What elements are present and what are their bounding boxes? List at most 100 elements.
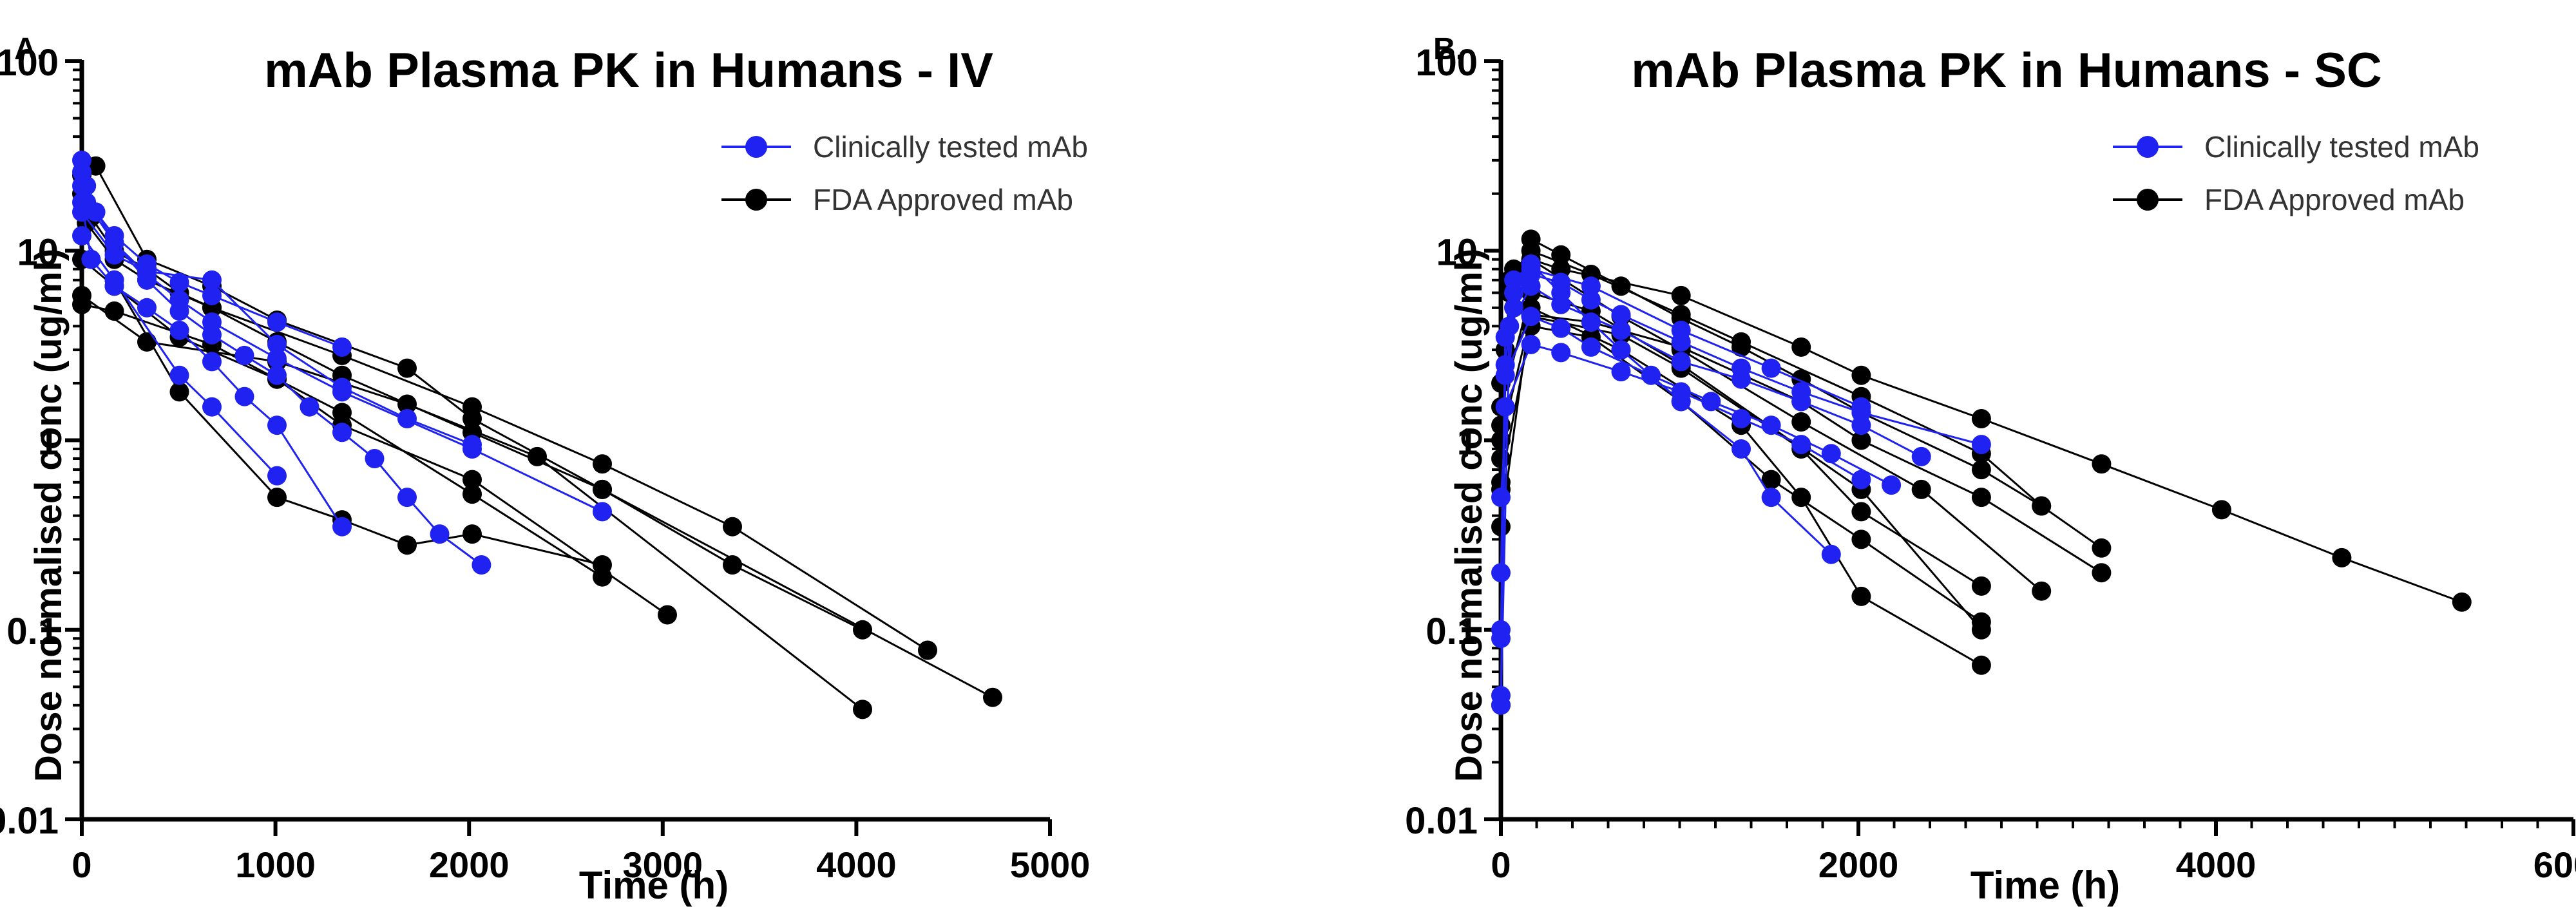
panel-b-y-axis-label: Dose normalised conc (ug/ml): [1448, 249, 1490, 782]
panel-a-data-point: [169, 382, 189, 402]
panel-a-data-point: [169, 272, 189, 292]
panel-a-data-point: [463, 524, 482, 544]
panel-a-legend: Clinically tested mAb FDA Approved mAb: [721, 130, 1088, 216]
panel-b-data-point: [1611, 340, 1631, 360]
panel-a-data-point: [202, 270, 222, 290]
panel-b-data-point: [1521, 307, 1541, 327]
panel-b-data-point: [2092, 454, 2112, 474]
panel-a-data-point: [137, 332, 157, 352]
panel-b-data-point: [1821, 544, 1841, 564]
panel-a-y-tick-label: 0.1: [6, 611, 59, 652]
panel-a-y-tick-label: 1: [38, 421, 59, 463]
panel-a-x-tick-label: 1000: [235, 844, 316, 885]
panel-a-data-point: [267, 348, 287, 368]
panel-b: B. mAb Plasma PK in Humans - SC Dose nor…: [1405, 32, 2576, 907]
panel-a-legend-marker-clinical: [745, 136, 767, 158]
panel-b-data-point: [1821, 444, 1841, 464]
panel-a-data-point: [463, 470, 482, 490]
panel-b-data-point: [1581, 290, 1601, 310]
panel-b-data-point: [1911, 479, 1931, 499]
panel-a-data-point: [202, 352, 222, 372]
panel-a-data-point: [853, 700, 872, 719]
panel-b-series: [1491, 229, 2472, 715]
panel-a-data-point: [267, 334, 287, 354]
panel-a-data-point: [918, 640, 937, 660]
panel-b-legend-label-fda: FDA Approved mAb: [2204, 183, 2465, 216]
panel-b-data-point: [1495, 365, 1515, 385]
panel-b-data-point: [1791, 488, 1811, 508]
panel-a-data-point: [104, 245, 124, 265]
panel-a-data-point: [72, 226, 91, 245]
panel-a-y-tick-label: 0.01: [0, 800, 59, 842]
panel-b-data-point: [2332, 547, 2352, 567]
panel-b-data-point: [1732, 369, 1751, 389]
panel-b-x-tick-label: 6000: [2533, 844, 2576, 885]
panel-b-data-point: [1521, 259, 1541, 279]
panel-b-data-point: [1671, 382, 1691, 402]
panel-b-data-point: [1851, 430, 1871, 450]
panel-b-data-point: [1971, 488, 1991, 508]
panel-a-data-point: [104, 270, 124, 290]
panel-b-data-point: [2032, 581, 2052, 601]
panel-a-x-tick-label: 3000: [623, 844, 703, 885]
panel-b-data-point: [1671, 352, 1691, 372]
panel-a-series-clinical: [72, 162, 491, 575]
panel-b-data-point: [1671, 305, 1691, 325]
panel-b-legend: Clinically tested mAb FDA Approved mAb: [2113, 130, 2479, 216]
panel-b-data-point: [1732, 332, 1751, 352]
panel-a-data-point: [72, 202, 91, 222]
panel-b-data-point: [1611, 276, 1631, 296]
panel-a-y-axis-label: Dose normalised conc (ug/ml): [28, 249, 70, 782]
panel-a-data-point: [332, 423, 352, 443]
panel-b-data-point: [1851, 415, 1871, 435]
panel-b-legend-label-clinical: Clinically tested mAb: [2204, 130, 2479, 164]
panel-b-data-point: [1971, 620, 1991, 640]
panel-b-data-point: [1504, 270, 1523, 290]
panel-a-data-point: [169, 290, 189, 310]
panel-a-data-point: [397, 358, 417, 378]
panel-a-x-tick-label: 4000: [816, 844, 897, 885]
panel-a-data-point: [202, 285, 222, 305]
panel-b-series-clinical: [1491, 259, 1871, 508]
panel-b-data-point: [1611, 305, 1631, 325]
panel-b-data-point: [2211, 500, 2231, 520]
panel-b-data-point: [1671, 320, 1691, 340]
panel-a-data-point: [267, 488, 287, 508]
panel-b-title: mAb Plasma PK in Humans - SC: [1631, 43, 2382, 98]
panel-b-data-point: [1732, 439, 1751, 459]
panel-a-data-point: [169, 320, 189, 340]
panel-a-data-point: [528, 446, 547, 466]
panel-b-data-point: [1791, 337, 1811, 357]
panel-a-data-point: [202, 312, 222, 332]
panel-b-data-point: [2092, 538, 2112, 558]
panel-b-legend-marker-clinical: [2137, 136, 2159, 158]
panel-a-data-point: [397, 488, 417, 508]
panel-b-series-fda: [1491, 249, 2472, 715]
panel-a-data-point: [983, 687, 1002, 707]
panel-a-data-point: [137, 298, 157, 318]
panel-b-data-point: [1504, 298, 1523, 318]
panel-a-data-point: [472, 555, 491, 575]
panel-a-data-point: [234, 345, 254, 365]
panel-a-data-point: [267, 312, 287, 332]
panel-a-data-point: [267, 365, 287, 385]
panel-a-data-point: [723, 517, 742, 537]
panel-b-data-point: [1761, 470, 1781, 490]
panel-a-legend-label-fda: FDA Approved mAb: [813, 183, 1073, 216]
panel-a-data-point: [853, 620, 872, 640]
panel-b-data-point: [1851, 365, 1871, 385]
panel-b-data-point: [1491, 695, 1511, 715]
panel-b-x-tick-label: 2000: [1818, 844, 1899, 885]
panel-b-data-point: [1611, 320, 1631, 340]
panel-a-data-point: [267, 415, 287, 435]
panel-b-data-point: [1581, 312, 1601, 332]
panel-b-data-point: [1551, 318, 1571, 338]
panel-b-data-point: [1791, 435, 1811, 455]
panel-a-y-tick-label: 100: [0, 42, 59, 84]
panel-a-legend-label-clinical: Clinically tested mAb: [813, 130, 1088, 164]
panel-a-data-point: [332, 377, 352, 397]
panel-a-legend-marker-fda: [745, 189, 767, 211]
panel-b-data-point: [1851, 502, 1871, 522]
panel-a-data-point: [137, 262, 157, 281]
